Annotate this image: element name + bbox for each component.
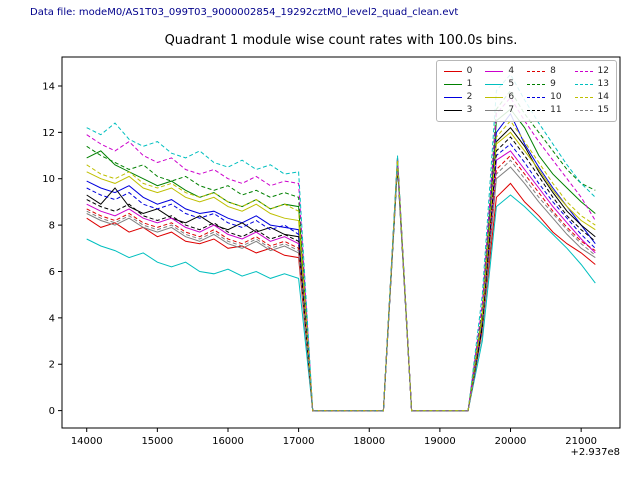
legend-label: 8 — [550, 66, 556, 76]
legend-line-sample — [485, 97, 504, 98]
legend-item-7: 7 — [485, 104, 514, 117]
legend-line-sample — [485, 110, 504, 111]
legend-item-1: 1 — [443, 78, 473, 91]
series-line-15 — [86, 159, 596, 412]
legend-label: 12 — [597, 66, 609, 76]
plot-border — [61, 56, 621, 429]
x-tick-label: 16000 — [212, 436, 244, 447]
legend-label: 15 — [597, 105, 609, 115]
y-tick-label: 10 — [42, 174, 55, 185]
legend-label: 6 — [508, 92, 515, 102]
y-tick-label: 14 — [42, 81, 55, 92]
y-tick-label: 0 — [49, 406, 55, 417]
y-tick-label: 8 — [49, 221, 55, 232]
legend-item-14: 14 — [574, 91, 609, 104]
series-line-3 — [86, 126, 596, 412]
y-tick-label: 4 — [49, 313, 55, 324]
legend-item-6: 6 — [485, 91, 514, 104]
legend-line-sample — [527, 71, 546, 72]
series-line-4 — [86, 150, 596, 412]
x-tick-label: 19000 — [424, 436, 456, 447]
series-line-14 — [86, 119, 596, 412]
series-line-5 — [86, 167, 596, 412]
series-line-0 — [86, 160, 596, 412]
legend-label: 10 — [550, 92, 562, 102]
y-tick-label: 12 — [42, 128, 55, 139]
legend-label: 14 — [597, 92, 609, 102]
legend-label: 7 — [508, 105, 515, 115]
legend-item-13: 13 — [574, 78, 609, 91]
legend-item-15: 15 — [574, 104, 609, 117]
x-tick-label: 14000 — [71, 436, 103, 447]
legend-line-sample — [485, 84, 504, 85]
legend-label: 3 — [466, 105, 473, 115]
legend-label: 2 — [466, 92, 473, 102]
legend-item-8: 8 — [527, 65, 561, 78]
legend-line-sample — [574, 84, 593, 85]
y-tick-label: 6 — [49, 267, 55, 278]
legend-label: 4 — [508, 66, 515, 76]
legend-label: 11 — [550, 105, 562, 115]
x-tick-label: 18000 — [353, 436, 385, 447]
legend-item-12: 12 — [574, 65, 609, 78]
header-datafile-text: Data file: modeM0/AS1T03_099T03_90000028… — [30, 7, 459, 18]
x-axis-offset-label: +2.937e8 — [570, 447, 620, 458]
series-line-11 — [86, 136, 596, 412]
legend-label: 1 — [466, 79, 473, 89]
x-tick-label: 17000 — [283, 436, 315, 447]
legend-line-sample — [527, 110, 546, 111]
legend-line-sample — [574, 71, 593, 72]
legend-item-10: 10 — [527, 91, 562, 104]
legend-item-0: 0 — [443, 65, 473, 78]
legend-label: 5 — [508, 79, 515, 89]
legend-item-9: 9 — [527, 78, 561, 91]
x-tick-label: 21000 — [565, 436, 597, 447]
chart-title: Quadrant 1 module wise count rates with … — [164, 33, 518, 48]
legend-item-3: 3 — [443, 104, 473, 117]
legend-line-sample — [527, 97, 546, 98]
legend-line-sample — [574, 97, 593, 98]
legend-item-5: 5 — [485, 78, 514, 91]
legend: 0 1 2 3 4 5 6 7 8 9 10 11 12 13 14 15 — [435, 60, 617, 122]
series-line-6 — [86, 131, 596, 412]
legend-line-sample — [574, 110, 593, 111]
y-tick-label: 2 — [49, 360, 55, 371]
legend-line-sample — [443, 71, 462, 72]
legend-line-sample — [485, 71, 504, 72]
legend-line-sample — [443, 84, 462, 85]
legend-line-sample — [443, 97, 462, 98]
legend-item-4: 4 — [485, 65, 514, 78]
legend-item-2: 2 — [443, 91, 473, 104]
series-line-8 — [86, 154, 596, 412]
series-line-13 — [86, 73, 596, 412]
series-line-12 — [86, 96, 596, 412]
legend-label: 9 — [550, 79, 556, 89]
legend-label: 0 — [466, 66, 473, 76]
legend-line-sample — [443, 110, 462, 111]
legend-label: 13 — [597, 79, 609, 89]
legend-item-11: 11 — [527, 104, 562, 117]
legend-line-sample — [527, 84, 546, 85]
x-tick-label: 15000 — [141, 436, 173, 447]
x-tick-label: 20000 — [495, 436, 527, 447]
series-line-2 — [86, 112, 596, 412]
